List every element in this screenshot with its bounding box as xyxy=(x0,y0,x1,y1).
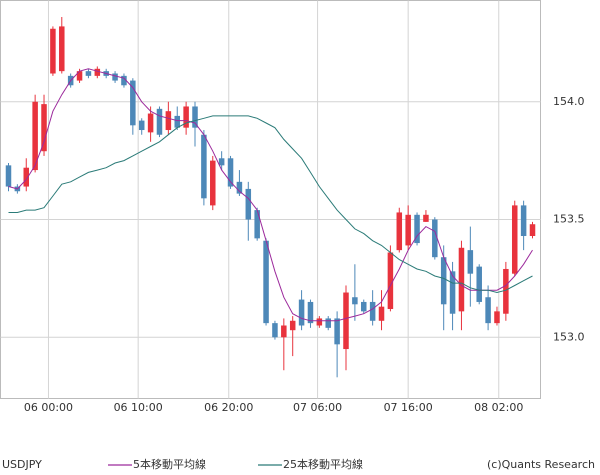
candle-body xyxy=(218,158,225,166)
candle-body xyxy=(138,120,145,131)
candle-body xyxy=(174,115,180,128)
x-tick-label: 06 20:00 xyxy=(204,401,253,414)
candle-body xyxy=(165,111,172,131)
y-tick-label: 153.5 xyxy=(553,213,585,226)
candle-body xyxy=(529,224,536,237)
candle-body xyxy=(494,311,500,324)
candle-body xyxy=(236,181,243,194)
candle-body xyxy=(387,252,394,310)
candle-body xyxy=(423,214,429,222)
candle-body xyxy=(5,165,12,187)
candle-body xyxy=(343,292,349,350)
candle-body xyxy=(41,104,47,152)
candle-body xyxy=(414,214,420,244)
candle-body xyxy=(369,301,376,321)
candle-body xyxy=(396,212,403,251)
candle-body xyxy=(520,205,527,237)
candle-body xyxy=(476,266,482,302)
legend-label: 5本移動平均線 xyxy=(133,457,206,471)
candle-body xyxy=(23,167,30,187)
candle-body xyxy=(59,26,65,72)
candle-body xyxy=(316,318,323,326)
candle-body xyxy=(440,257,447,305)
y-tick-label: 153.0 xyxy=(553,330,585,343)
candle-body xyxy=(432,219,438,258)
legend-label: 25本移動平均線 xyxy=(283,457,363,471)
symbol: USDJPY xyxy=(2,458,42,471)
candle-body xyxy=(130,80,136,126)
candle-body xyxy=(272,323,278,338)
candle-body xyxy=(458,247,465,312)
moving-average-line xyxy=(8,68,533,322)
candle-body xyxy=(245,188,252,220)
candle-body xyxy=(254,210,260,239)
candle-body xyxy=(467,250,474,274)
candle-body xyxy=(210,160,216,206)
candle-body xyxy=(201,134,207,199)
x-tick-label: 07 06:00 xyxy=(293,401,342,414)
candle-body xyxy=(183,106,189,128)
plot-area xyxy=(0,0,541,399)
x-tick-label: 08 02:00 xyxy=(474,401,523,414)
candle-body xyxy=(76,71,83,81)
x-tick-label: 06 10:00 xyxy=(114,401,163,414)
candle-body xyxy=(227,158,234,187)
candle-body xyxy=(307,301,314,324)
candle-body xyxy=(121,75,127,86)
x-tick-label: 06 00:00 xyxy=(24,401,73,414)
candle-body xyxy=(503,268,509,314)
candle-body xyxy=(50,28,56,74)
candle-body xyxy=(405,214,411,246)
candle-body xyxy=(32,101,38,171)
copyright: (c)Quants Research xyxy=(487,458,595,471)
candle-body xyxy=(361,301,367,312)
candle-body xyxy=(289,320,296,331)
candle-body xyxy=(378,306,385,321)
y-tick-label: 154.0 xyxy=(553,95,585,108)
candle-body xyxy=(281,325,287,338)
candle-body xyxy=(263,240,269,324)
candle-body xyxy=(192,106,198,128)
candle-body xyxy=(85,71,92,76)
candle-body xyxy=(449,271,456,314)
candle-body xyxy=(94,68,101,76)
candle-body xyxy=(147,113,154,133)
candle-body xyxy=(485,297,491,324)
candle-body xyxy=(352,297,358,305)
candle-body xyxy=(334,318,340,345)
candle-body xyxy=(112,73,118,81)
candle-body xyxy=(156,108,163,135)
candle-body xyxy=(298,299,305,326)
candle-body xyxy=(511,205,518,274)
candle-body xyxy=(325,318,331,328)
moving-average-line xyxy=(8,115,533,294)
x-tick-label: 07 16:00 xyxy=(384,401,433,414)
